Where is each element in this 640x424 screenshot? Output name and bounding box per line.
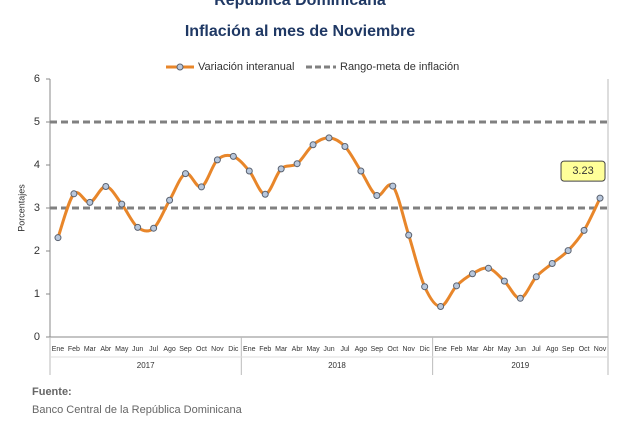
data-point <box>261 190 269 198</box>
x-tick-label: Ene <box>243 346 256 353</box>
data-point <box>405 231 413 239</box>
data-point <box>389 182 397 190</box>
y-tick-label: 1 <box>34 288 40 300</box>
x-tick-label: Jun <box>323 346 334 353</box>
x-tick-label: Jul <box>532 346 541 353</box>
chart-title: República Dominicana <box>214 0 386 9</box>
data-point <box>134 223 142 231</box>
data-point <box>293 160 301 168</box>
x-tick-label: Jun <box>132 346 143 353</box>
series-line <box>56 136 602 308</box>
x-tick-label: Abr <box>483 346 495 353</box>
data-point <box>229 152 237 160</box>
data-point <box>86 198 94 206</box>
data-point <box>596 194 604 202</box>
group-label: 2019 <box>511 361 529 370</box>
data-point <box>197 183 205 191</box>
data-point <box>166 196 174 204</box>
y-tick-label: 3 <box>34 202 40 214</box>
legend-label: Rango-meta de inflación <box>340 61 459 73</box>
x-tick-label: Oct <box>196 346 207 353</box>
data-point <box>564 247 572 255</box>
data-point <box>357 167 365 175</box>
data-point <box>421 283 429 291</box>
data-point <box>102 183 110 190</box>
data-point <box>373 192 381 200</box>
x-tick-label: Feb <box>259 346 271 353</box>
data-point <box>532 273 540 281</box>
group-label: 2018 <box>328 361 346 370</box>
data-point <box>484 264 492 272</box>
x-tick-label: Abr <box>292 346 304 353</box>
x-tick-label: Ago <box>355 346 368 353</box>
x-tick-label: Dic <box>420 346 431 353</box>
x-tick-label: Ene <box>434 346 447 353</box>
source: Banco Central de la República Dominicana <box>32 404 243 416</box>
x-tick-label: Abr <box>100 346 112 353</box>
x-tick-label: May <box>115 346 129 353</box>
data-point <box>309 141 317 149</box>
x-tick-label: Sep <box>179 346 192 353</box>
data-point <box>150 224 158 232</box>
x-tick-label: Mar <box>275 346 288 353</box>
data-label-box <box>560 160 606 182</box>
y-axis-label: Porcentajes <box>16 184 26 232</box>
x-tick-label: Ago <box>546 346 559 353</box>
x-tick-label: Jun <box>515 346 526 353</box>
data-label: 3.23 <box>572 165 593 177</box>
x-tick-label: Nov <box>211 346 224 353</box>
chart-subtitle: Inflación al mes de Noviembre <box>185 23 415 40</box>
x-tick-label: May <box>306 346 320 353</box>
data-point <box>341 143 349 151</box>
x-tick-label: May <box>498 346 512 353</box>
x-tick-label: Mar <box>84 346 97 353</box>
y-tick-label: 2 <box>34 245 40 257</box>
data-point <box>500 277 508 285</box>
x-tick-label: Ene <box>52 346 65 353</box>
legend-label: Variación interanual <box>198 61 294 73</box>
x-tick-label: Oct <box>579 346 590 353</box>
data-point <box>182 170 190 178</box>
data-point <box>118 200 126 208</box>
data-point <box>516 294 524 302</box>
data-point <box>437 302 445 310</box>
x-tick-label: Dic <box>228 346 239 353</box>
data-point <box>468 270 476 278</box>
data-point <box>54 234 62 242</box>
x-tick-label: Ago <box>163 346 176 353</box>
data-point <box>453 282 461 290</box>
x-tick-label: Nov <box>402 346 415 353</box>
x-tick-label: Oct <box>387 346 398 353</box>
data-point <box>548 259 556 267</box>
data-point <box>580 226 588 234</box>
x-tick-label: Sep <box>371 346 384 353</box>
x-tick-label: Jul <box>149 346 158 353</box>
legend-marker <box>176 63 184 71</box>
data-point <box>325 134 333 142</box>
data-point <box>213 156 221 164</box>
y-tick-label: 0 <box>34 331 40 343</box>
group-label: 2017 <box>137 361 155 370</box>
x-tick-label: Mar <box>466 346 479 353</box>
x-tick-label: Nov <box>594 346 607 353</box>
data-point <box>277 165 285 173</box>
y-tick-label: 5 <box>34 116 40 128</box>
x-tick-label: Sep <box>562 346 575 353</box>
x-tick-label: Feb <box>451 346 463 353</box>
y-tick-label: 6 <box>34 73 40 85</box>
data-point <box>70 190 78 198</box>
y-tick-label: 4 <box>34 159 40 171</box>
x-tick-label: Jul <box>340 346 349 353</box>
source-heading: Fuente: <box>32 386 72 398</box>
x-tick-label: Feb <box>68 346 80 353</box>
data-point <box>245 167 253 175</box>
